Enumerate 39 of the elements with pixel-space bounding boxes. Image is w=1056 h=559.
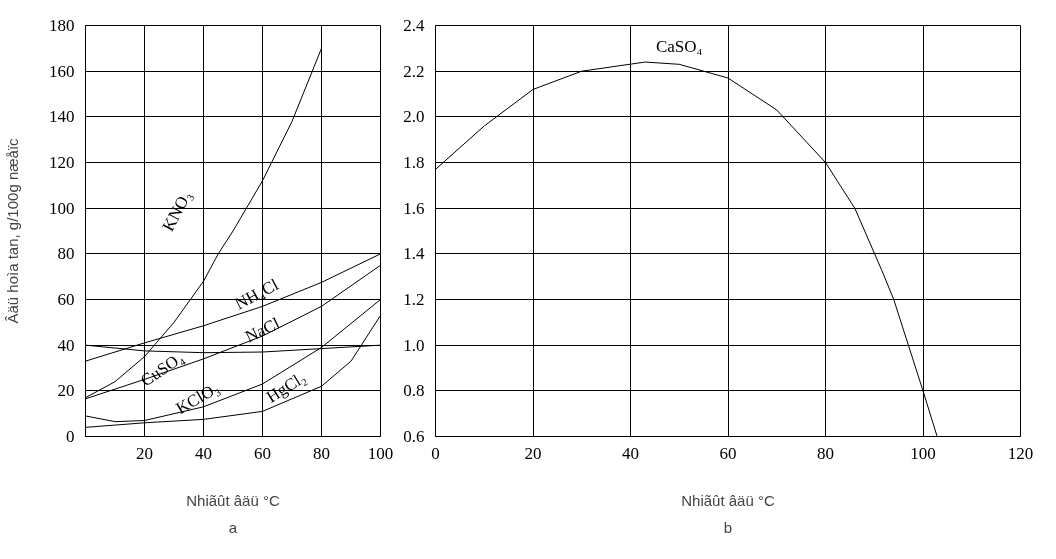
series-label: CaSO₄ — [655, 36, 703, 56]
y-tick-label: 2.0 — [403, 107, 425, 127]
x-tick-label: 40 — [195, 443, 212, 463]
x-tick-label: 60 — [719, 443, 737, 463]
x-axis-title: Nhiãût âäü °C — [186, 491, 280, 509]
y-tick-label: 1.0 — [403, 335, 425, 355]
x-tick-label: 120 — [1007, 443, 1034, 463]
x-tick-label: 40 — [622, 443, 639, 463]
y-tick-label: 160 — [49, 61, 75, 81]
text: b — [723, 518, 733, 536]
y-tick-label: 1.8 — [403, 153, 425, 172]
y-tick-label: 2.4 — [403, 16, 425, 35]
y-tick-label: 120 — [49, 153, 75, 172]
text: HgCl₂ — [262, 367, 310, 407]
y-tick-label: 100 — [49, 198, 75, 218]
x-tick-label: 100 — [910, 443, 936, 463]
y-tick-label: 0 — [66, 427, 75, 446]
x-tick-label: 20 — [524, 443, 542, 463]
text: a — [228, 518, 238, 536]
y-tick-label: 40 — [57, 335, 75, 355]
y-tick-label: 60 — [57, 290, 75, 309]
x-tick-label: 80 — [313, 443, 330, 463]
y-tick-label: 1.6 — [403, 198, 425, 218]
x-tick-label: 20 — [136, 443, 153, 463]
y-tick-label: 2.2 — [403, 61, 425, 81]
x-tick-label: 100 — [367, 443, 394, 463]
y-tick-label: 0.8 — [403, 381, 425, 401]
y-tick-label: 1.2 — [403, 290, 425, 309]
y-tick-label: 80 — [57, 244, 75, 264]
y-tick-label: 1.4 — [403, 244, 425, 264]
x-tick-label: 80 — [817, 443, 834, 463]
x-tick-label: 60 — [254, 443, 271, 463]
y-tick-label: 180 — [49, 16, 75, 35]
x-tick-label: 0 — [431, 443, 440, 463]
x-axis-title: Nhiãût âäü °C — [681, 491, 775, 509]
y-tick-label: 140 — [49, 107, 75, 127]
y-tick-label: 20 — [57, 381, 75, 401]
y-tick-label: 0.6 — [403, 427, 425, 446]
y-axis-title: Âäü hoìa tan, g/100g næåïc — [4, 137, 21, 324]
